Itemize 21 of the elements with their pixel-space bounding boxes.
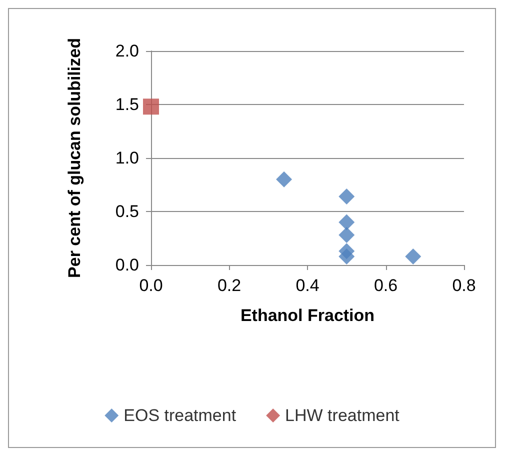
x-tick-label: 0.8: [452, 276, 476, 295]
y-tick-label: 2.0: [115, 42, 139, 60]
x-tick-label: 0.4: [296, 276, 320, 295]
x-axis-title: Ethanol Fraction: [240, 306, 375, 325]
point: [405, 248, 422, 264]
point: [338, 188, 355, 205]
x-tick-label: 0.0: [139, 276, 163, 295]
point: [338, 214, 355, 230]
y-tick-label: 0.5: [115, 202, 139, 221]
y-axis-title: Per cent of glucan solubilized: [65, 38, 84, 278]
y-tick-label: 0.0: [115, 256, 139, 274]
legend-label: EOS treatment: [124, 406, 236, 425]
y-tick-label: 1.5: [115, 95, 139, 114]
legend-label: LHW treatment: [285, 406, 400, 425]
y-tick-label: 1.0: [115, 148, 139, 168]
point: [143, 98, 159, 115]
point: [338, 227, 355, 244]
point: [276, 171, 292, 188]
x-tick-label: 0.6: [374, 276, 398, 295]
point: [338, 248, 355, 264]
x-tick-label: 0.2: [217, 276, 242, 295]
